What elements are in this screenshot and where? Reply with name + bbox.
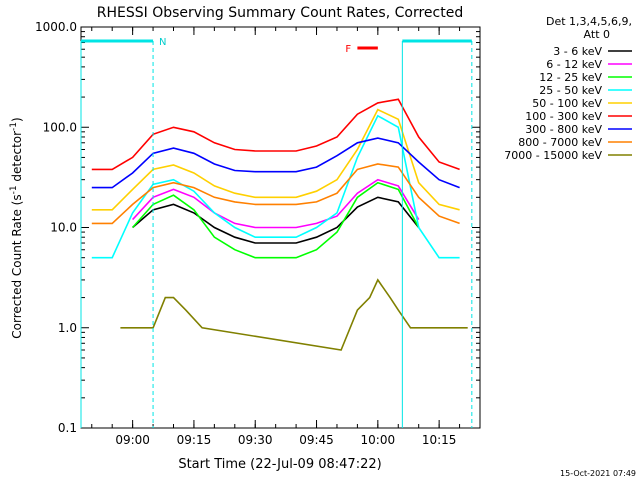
x-tick-label: 09:00 [115, 433, 150, 447]
y-axis-label-main: Corrected Count Rate (s [10, 194, 24, 338]
x-tick-label: 09:30 [238, 433, 273, 447]
series-line-2 [132, 181, 420, 259]
y-tick-label: 1000.0 [35, 20, 77, 34]
legend-label: 25 - 50 keV [539, 84, 602, 97]
y-axis: 0.1 1.0 10.0 100.0 1000.0 [35, 20, 480, 435]
y-axis-label-end: ) [10, 117, 24, 122]
y-axis-label: Corrected Count Rate (s-1 detector-1) [9, 117, 24, 338]
annotation-layer: NF [80, 37, 473, 428]
legend-label: 7000 - 15000 keV [504, 149, 602, 162]
x-tick-label: 10:00 [361, 433, 396, 447]
legend-label: 12 - 25 keV [539, 71, 602, 84]
y-tick-label: 0.1 [58, 421, 77, 435]
series-line-0 [132, 196, 420, 244]
legend-header-line2: Att 0 [584, 28, 610, 41]
legend-header-line1: Det 1,3,4,5,6,9, [546, 15, 632, 28]
series-line-7 [91, 163, 460, 225]
series-line-1 [132, 178, 420, 229]
legend-label: 100 - 300 keV [525, 110, 602, 123]
legend-label: 50 - 100 keV [532, 97, 602, 110]
x-axis: 09:00 09:15 09:30 09:45 10:00 10:15 [91, 27, 481, 447]
night-flag-label: N [159, 37, 166, 48]
footer-date: 15-Oct-2021 07:49 [560, 469, 636, 478]
series-layer [91, 98, 468, 351]
legend-label: 3 - 6 keV [553, 45, 602, 58]
y-tick-label: 100.0 [43, 120, 77, 134]
y-axis-label-mid: detector [10, 131, 24, 186]
y-tick-label: 10.0 [50, 221, 77, 235]
x-tick-label: 10:15 [422, 433, 457, 447]
y-axis-label-sup2: -1 [9, 122, 19, 131]
series-line-6 [91, 137, 460, 189]
legend-label: 800 - 7000 keV [518, 136, 602, 149]
series-line-8 [120, 278, 468, 351]
flare-flag-label: F [345, 44, 351, 55]
legend-label: 6 - 12 keV [546, 58, 602, 71]
x-tick-label: 09:15 [177, 433, 212, 447]
chart-title: RHESSI Observing Summary Count Rates, Co… [97, 5, 463, 21]
x-tick-label: 09:45 [299, 433, 334, 447]
legend-label: 300 - 800 keV [525, 123, 602, 136]
x-axis-label: Start Time (22-Jul-09 08:47:22) [178, 457, 381, 472]
y-axis-label-sup1: -1 [9, 185, 19, 194]
y-tick-label: 1.0 [58, 321, 77, 335]
